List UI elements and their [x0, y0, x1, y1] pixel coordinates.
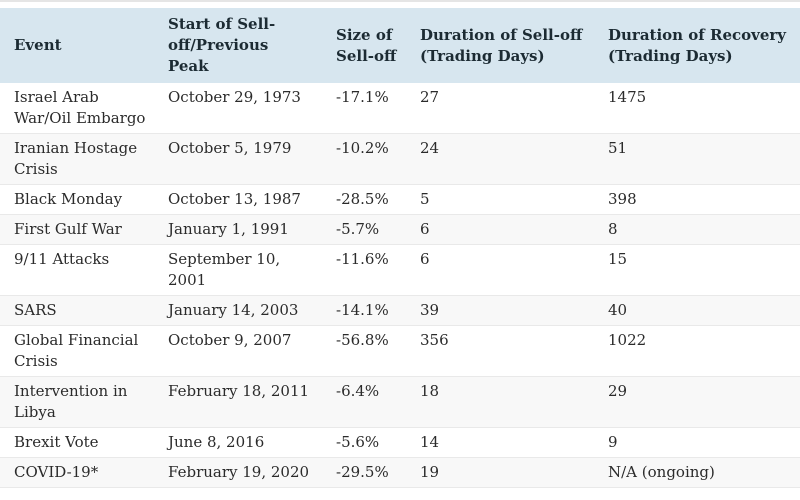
table-row: Brexit Vote June 8, 2016 -5.6% 14 9	[0, 427, 800, 458]
column-header-selloff-duration: Duration of Sell-off (Trading Days)	[406, 8, 594, 83]
recovery-days-cell: 51	[594, 133, 800, 185]
start-cell: January 1, 1991	[154, 214, 322, 245]
event-cell: First Gulf War	[0, 214, 154, 245]
event-cell: Brexit Vote	[0, 427, 154, 458]
table-header: Event Start of Sell-off/Previous Peak Si…	[0, 8, 800, 83]
table-row: Intervention in Libya February 18, 2011 …	[0, 376, 800, 428]
recovery-days-cell: 398	[594, 184, 800, 215]
selloff-days-cell: 27	[406, 83, 594, 134]
recovery-days-cell: 9	[594, 427, 800, 458]
recovery-days-cell: N/A (ongoing)	[594, 457, 800, 488]
event-cell: Intervention in Libya	[0, 376, 154, 428]
selloff-days-cell: 5	[406, 184, 594, 215]
selloff-days-cell: 6	[406, 214, 594, 245]
event-cell: Israel Arab War/Oil Embargo	[0, 83, 154, 134]
column-header-recovery-duration: Duration of Recovery (Trading Days)	[594, 8, 800, 83]
size-cell: -6.4%	[322, 376, 406, 428]
table-row: COVID-19* February 19, 2020 -29.5% 19 N/…	[0, 457, 800, 488]
recovery-days-cell: 15	[594, 244, 800, 296]
column-header-size: Size of Sell-off	[322, 8, 406, 83]
top-divider	[0, 0, 800, 2]
size-cell: -17.1%	[322, 83, 406, 134]
table-row: Black Monday October 13, 1987 -28.5% 5 3…	[0, 184, 800, 215]
size-cell: -56.8%	[322, 325, 406, 377]
table-row: 9/11 Attacks September 10, 2001 -11.6% 6…	[0, 244, 800, 296]
start-cell: October 29, 1973	[154, 83, 322, 134]
start-cell: February 19, 2020	[154, 457, 322, 488]
table-row: Iranian Hostage Crisis October 5, 1979 -…	[0, 133, 800, 185]
table-row: Israel Arab War/Oil Embargo October 29, …	[0, 83, 800, 134]
size-cell: -28.5%	[322, 184, 406, 215]
start-cell: September 10, 2001	[154, 244, 322, 296]
event-cell: SARS	[0, 295, 154, 326]
start-cell: June 8, 2016	[154, 427, 322, 458]
selloff-days-cell: 6	[406, 244, 594, 296]
table-row: SARS January 14, 2003 -14.1% 39 40	[0, 295, 800, 326]
table-row: First Gulf War January 1, 1991 -5.7% 6 8	[0, 214, 800, 245]
selloff-days-cell: 18	[406, 376, 594, 428]
start-cell: October 13, 1987	[154, 184, 322, 215]
column-header-event: Event	[0, 8, 154, 83]
event-cell: Global Financial Crisis	[0, 325, 154, 377]
start-cell: October 5, 1979	[154, 133, 322, 185]
selloff-days-cell: 39	[406, 295, 594, 326]
table-body: Israel Arab War/Oil Embargo October 29, …	[0, 83, 800, 488]
recovery-days-cell: 40	[594, 295, 800, 326]
selloff-days-cell: 356	[406, 325, 594, 377]
start-cell: October 9, 2007	[154, 325, 322, 377]
size-cell: -11.6%	[322, 244, 406, 296]
size-cell: -5.7%	[322, 214, 406, 245]
size-cell: -29.5%	[322, 457, 406, 488]
event-cell: Iranian Hostage Crisis	[0, 133, 154, 185]
selloff-days-cell: 19	[406, 457, 594, 488]
recovery-days-cell: 8	[594, 214, 800, 245]
recovery-days-cell: 1022	[594, 325, 800, 377]
size-cell: -10.2%	[322, 133, 406, 185]
start-cell: January 14, 2003	[154, 295, 322, 326]
size-cell: -5.6%	[322, 427, 406, 458]
column-header-start: Start of Sell-off/Previous Peak	[154, 8, 322, 83]
recovery-days-cell: 29	[594, 376, 800, 428]
recovery-days-cell: 1475	[594, 83, 800, 134]
event-cell: COVID-19*	[0, 457, 154, 488]
selloff-days-cell: 14	[406, 427, 594, 458]
event-cell: Black Monday	[0, 184, 154, 215]
selloff-days-cell: 24	[406, 133, 594, 185]
table-row: Global Financial Crisis October 9, 2007 …	[0, 325, 800, 377]
size-cell: -14.1%	[322, 295, 406, 326]
start-cell: February 18, 2011	[154, 376, 322, 428]
selloff-history-table: Event Start of Sell-off/Previous Peak Si…	[0, 8, 800, 488]
header-row: Event Start of Sell-off/Previous Peak Si…	[0, 8, 800, 83]
event-cell: 9/11 Attacks	[0, 244, 154, 296]
